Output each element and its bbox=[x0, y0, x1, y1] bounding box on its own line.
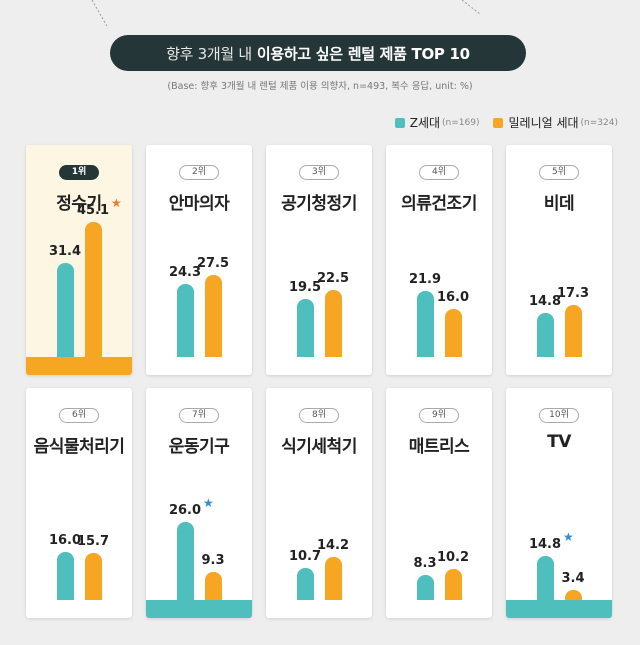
data-label: 16.0 bbox=[48, 533, 82, 548]
data-label: 3.4 bbox=[561, 570, 585, 586]
rank-badge: 6위 bbox=[59, 408, 99, 423]
data-label: 10.7 bbox=[288, 548, 322, 564]
category-label: 식기세척기 bbox=[281, 437, 357, 457]
star-icon: ★ bbox=[563, 529, 574, 544]
legend-item-millennial: 밀레니얼 세대 (n=324) bbox=[493, 114, 618, 131]
rank-badge: 5위 bbox=[539, 165, 579, 180]
decorative-dotted-line-left bbox=[91, 0, 481, 29]
legend-label-millennial: 밀레니얼 세대 bbox=[508, 116, 579, 130]
bar-millennial bbox=[565, 305, 582, 357]
legend-n-z: (n=169) bbox=[442, 117, 480, 128]
data-label: 8.3 bbox=[413, 556, 437, 572]
bar-z bbox=[417, 575, 434, 600]
data-label: 17.3 bbox=[556, 286, 590, 302]
data-label: 45.1 bbox=[76, 202, 110, 218]
highlight-base-band bbox=[26, 357, 132, 375]
category-label: 공기청정기 bbox=[281, 194, 357, 214]
rank-badge: 8위 bbox=[299, 408, 339, 423]
legend-swatch-z bbox=[394, 117, 405, 128]
rank-badge: 3위 bbox=[299, 165, 339, 180]
category-label: 매트리스 bbox=[408, 437, 470, 457]
legend: Z세대 (n=169) 밀레니얼 세대 (n=324) bbox=[381, 114, 618, 131]
data-label: 16.0 bbox=[436, 290, 470, 305]
data-label: 14.8 bbox=[528, 536, 562, 552]
highlight-base-band bbox=[146, 600, 252, 618]
highlight-base-band bbox=[506, 600, 612, 618]
category-label: TV bbox=[547, 432, 571, 452]
product-card: 10위 TV 14.8 ★ 3.4 bbox=[506, 388, 612, 618]
bar-millennial bbox=[445, 309, 462, 357]
data-label: 9.3 bbox=[201, 553, 225, 569]
bar-millennial bbox=[205, 572, 222, 600]
rank-badge: 10위 bbox=[539, 408, 579, 423]
data-label: 10.2 bbox=[436, 550, 470, 566]
category-label: 운동기구 bbox=[168, 437, 230, 457]
legend-n-millennial: (n=324) bbox=[580, 117, 618, 128]
chart-title: 향후 3개월 내 이용하고 싶은 렌털 제품 TOP 10 bbox=[110, 35, 526, 71]
bar-millennial bbox=[325, 289, 342, 357]
data-label: 31.4 bbox=[48, 243, 82, 259]
legend-swatch-millennial bbox=[493, 117, 504, 128]
bar-millennial bbox=[445, 569, 462, 600]
data-label: 26.0 bbox=[168, 503, 202, 518]
bar-millennial bbox=[205, 274, 222, 357]
chart-title-prefix: 향후 3개월 내 bbox=[166, 44, 252, 63]
chart-subtitle: (Base: 향후 3개월 내 렌털 제품 이용 의향자, n=493, 복수 … bbox=[167, 81, 473, 92]
bar-z bbox=[57, 262, 74, 357]
star-icon: ★ bbox=[203, 496, 214, 510]
data-label: 15.7 bbox=[76, 533, 110, 549]
bar-z bbox=[417, 291, 434, 357]
data-label: 14.2 bbox=[316, 538, 350, 554]
legend-label-z: Z세대 bbox=[409, 116, 441, 130]
category-label: 의류건조기 bbox=[401, 194, 477, 214]
data-label: 19.5 bbox=[288, 279, 322, 295]
bar-z bbox=[537, 555, 554, 600]
rank-badge: 7위 bbox=[179, 408, 219, 423]
data-label: 14.8 bbox=[528, 293, 562, 309]
rank-badge: 2위 bbox=[179, 165, 219, 180]
data-label: 22.5 bbox=[316, 270, 350, 286]
chart-title-highlight: 이용하고 싶은 렌털 제품 TOP 10 bbox=[256, 44, 470, 63]
bar-z bbox=[297, 567, 314, 600]
category-label: 안마의자 bbox=[168, 194, 230, 214]
legend-item-z: Z세대 (n=169) bbox=[394, 114, 480, 131]
category-label: 정수기 bbox=[56, 194, 102, 214]
rank-badge: 9위 bbox=[419, 408, 459, 423]
data-label: 24.3 bbox=[168, 265, 202, 281]
data-label: 27.5 bbox=[196, 255, 230, 271]
bar-z bbox=[177, 284, 194, 357]
star-icon: ★ bbox=[111, 195, 122, 210]
bar-z bbox=[177, 522, 194, 600]
bar-z bbox=[297, 298, 314, 357]
bar-millennial bbox=[85, 221, 102, 357]
bar-millennial bbox=[565, 589, 582, 600]
category-label: 비데 bbox=[543, 194, 575, 214]
bar-z bbox=[537, 312, 554, 357]
data-label: 21.9 bbox=[408, 272, 442, 288]
bar-millennial bbox=[85, 552, 102, 600]
rank-badge: 1위 bbox=[59, 165, 99, 180]
bar-millennial bbox=[325, 557, 342, 600]
rank-badge: 4위 bbox=[419, 165, 459, 180]
bar-z bbox=[57, 552, 74, 600]
category-label: 음식물처리기 bbox=[33, 437, 125, 457]
